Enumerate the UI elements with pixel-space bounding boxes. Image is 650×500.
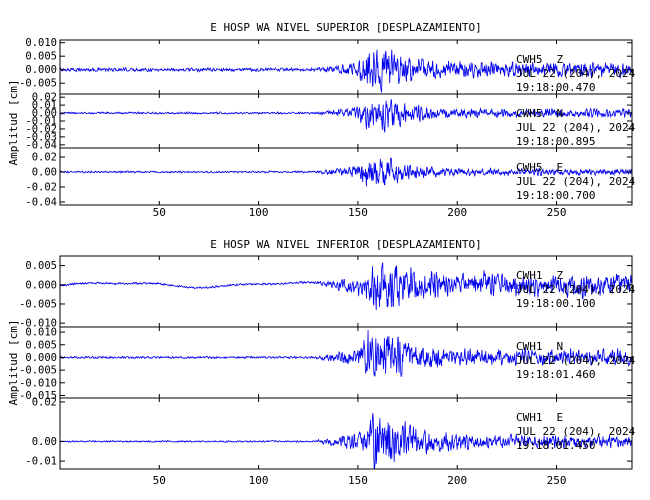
channel-code: Z: [557, 269, 564, 282]
y-tick-label: 0.00: [32, 108, 57, 120]
waveform-line: [59, 99, 633, 134]
x-tick-label: 100: [249, 206, 269, 219]
y-tick-label: 0.010: [25, 37, 57, 49]
date-label: JUL 22 (204), 2024: [516, 354, 636, 367]
y-tick-label: -0.005: [19, 298, 57, 310]
y-axis-label: Amplitud [cm]: [7, 79, 20, 165]
waveform-line: [59, 262, 633, 311]
y-tick-label: 0.000: [25, 352, 57, 364]
y-tick-label: -0.04: [25, 197, 57, 209]
station-label: CWH5 N: [516, 107, 563, 120]
time-label: 19:18:01.450: [516, 439, 595, 452]
waveform-line: [59, 49, 633, 93]
waveform-line: [59, 412, 633, 469]
panel-cwh5-n: 0.020.010.00-0.01-0.02-0.03-0.04 CWH5 NJUL…: [25, 92, 635, 152]
time-label: 19:18:00.470: [516, 81, 595, 94]
time-label: 19:18:01.460: [516, 368, 595, 381]
channel-code: E: [557, 411, 564, 424]
x-tick-label: 50: [153, 474, 166, 487]
y-tick-label: -0.010: [19, 318, 57, 330]
y-tick-label: 0.00: [32, 167, 57, 179]
y-tick-label: 0.02: [32, 396, 57, 408]
y-tick-label: 0.005: [25, 51, 57, 63]
channel-code: E: [557, 161, 564, 174]
y-tick-label: -0.02: [25, 182, 57, 194]
time-label: 19:18:00.100: [516, 297, 595, 310]
waveform-line: [59, 157, 633, 187]
x-tick-label: 150: [348, 474, 368, 487]
station-label: CWH1 E: [516, 411, 563, 424]
station-code: CWH5: [516, 53, 543, 66]
channel-code: Z: [557, 53, 564, 66]
y-tick-label: -0.04: [25, 139, 57, 151]
y-axis-label: Amplitud [cm]: [7, 319, 20, 405]
station-code: CWH1: [516, 411, 543, 424]
x-tick-label: 200: [447, 206, 467, 219]
channel-code: N: [557, 340, 564, 353]
station-label: CWH1 Z: [516, 269, 564, 282]
y-tick-label: 0.02: [32, 152, 57, 164]
y-tick-label: -0.015: [19, 390, 57, 402]
station-label: CWH1 N: [516, 340, 563, 353]
y-tick-label: 0.000: [25, 64, 57, 76]
station-code: CWH1: [516, 269, 543, 282]
y-tick-label: 0.02: [32, 92, 57, 104]
panel-frame: [59, 397, 633, 470]
station-label: CWH5 Z: [516, 53, 564, 66]
date-label: JUL 22 (204), 2024: [516, 67, 636, 80]
time-label: 19:18:00.895: [516, 135, 595, 148]
station-code: CWH5: [516, 107, 543, 120]
date-label: JUL 22 (204), 2024: [516, 425, 636, 438]
x-tick-label: 250: [547, 206, 567, 219]
station-code: CWH5: [516, 161, 543, 174]
figure-title: E HOSP WA NIVEL SUPERIOR [DESPLAZAMIENTO…: [210, 21, 482, 34]
figure-title: E HOSP WA NIVEL INFERIOR [DESPLAZAMIENTO…: [210, 238, 482, 251]
x-tick-label: 250: [547, 474, 567, 487]
x-tick-label: 50: [153, 206, 166, 219]
time-label: 19:18:00.700: [516, 189, 595, 202]
date-label: JUL 22 (204), 2024: [516, 175, 636, 188]
y-tick-label: -0.005: [19, 78, 57, 90]
date-label: JUL 22 (204), 2024: [516, 121, 636, 134]
y-tick-label: 0.005: [25, 260, 57, 272]
y-tick-label: 0.000: [25, 279, 57, 291]
station-code: CWH1: [516, 340, 543, 353]
y-tick-label: 0.00: [32, 436, 57, 448]
x-tick-label: 200: [447, 474, 467, 487]
x-tick-label: 100: [249, 474, 269, 487]
y-tick-label: -0.02: [25, 123, 57, 135]
figure-group-1: E HOSP WA NIVEL SUPERIOR [DESPLAZAMIENTO…: [7, 21, 636, 219]
figure-group-2: E HOSP WA NIVEL INFERIOR [DESPLAZAMIENTO…: [7, 238, 636, 487]
panel-frame: [59, 147, 633, 206]
station-label: CWH5 E: [516, 161, 563, 174]
y-tick-label: -0.005: [19, 365, 57, 377]
y-tick-label: -0.03: [25, 131, 57, 143]
y-tick-label: -0.01: [25, 116, 57, 128]
waveform-line: [59, 330, 633, 377]
y-tick-label: 0.01: [32, 100, 57, 112]
y-tick-label: -0.01: [25, 456, 57, 468]
date-label: JUL 22 (204), 2024: [516, 283, 636, 296]
x-tick-label: 150: [348, 206, 368, 219]
y-tick-label: -0.010: [19, 377, 57, 389]
channel-code: N: [557, 107, 564, 120]
y-tick-label: 0.010: [25, 327, 57, 339]
y-tick-label: 0.005: [25, 339, 57, 351]
